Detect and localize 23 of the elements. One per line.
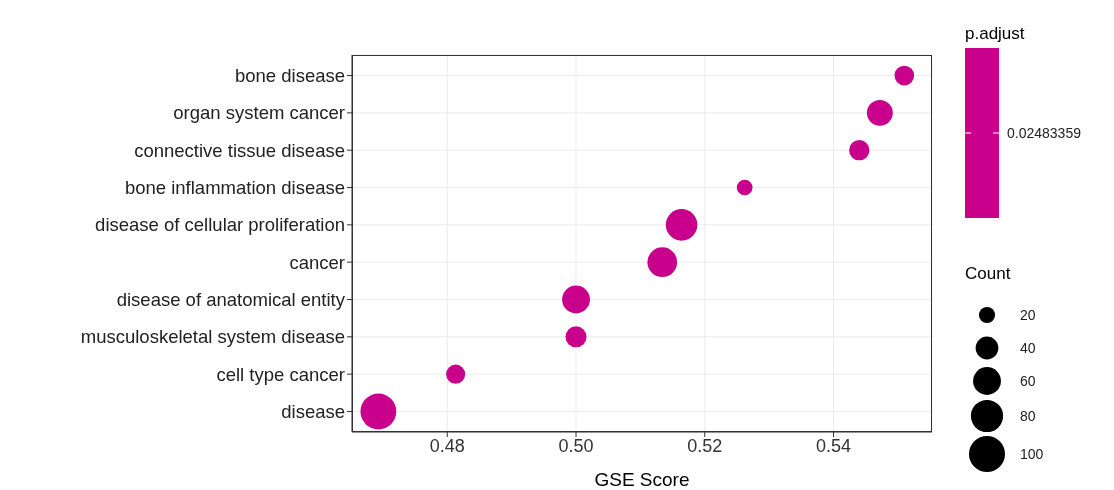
y-tick-label: musculoskeletal system disease: [80, 326, 345, 348]
y-tick-label: disease of cellular proliferation: [95, 214, 345, 236]
y-tick-label: cell type cancer: [216, 363, 345, 385]
y-tick-label: connective tissue disease: [134, 139, 345, 161]
y-tick-label: bone inflammation disease: [124, 177, 345, 199]
y-tick-label: bone disease: [234, 65, 345, 87]
text: 0.02483359: [1007, 125, 1082, 141]
legend-label: 80: [1020, 408, 1036, 424]
y-tick-label: disease: [281, 401, 345, 423]
y-tick-label: organ system cancer: [173, 102, 345, 124]
color-bar-title: p.adjust: [965, 24, 1025, 44]
x-tick-label: 0.48: [429, 435, 465, 456]
legend-title: Count: [965, 264, 1011, 284]
x-tick-label: 0.52: [687, 435, 723, 456]
legend-label: 20: [1020, 307, 1036, 323]
legend-label: 100: [1020, 446, 1044, 462]
legend-label: 60: [1020, 373, 1036, 389]
legend-label: 40: [1020, 340, 1036, 356]
y-tick-label: cancer: [289, 251, 345, 273]
y-tick-label: disease of anatomical entity: [116, 289, 346, 311]
x-tick-label: 0.54: [815, 435, 852, 456]
x-tick-label: 0.50: [558, 435, 594, 456]
x-axis-title: GSE Score: [594, 469, 690, 490]
